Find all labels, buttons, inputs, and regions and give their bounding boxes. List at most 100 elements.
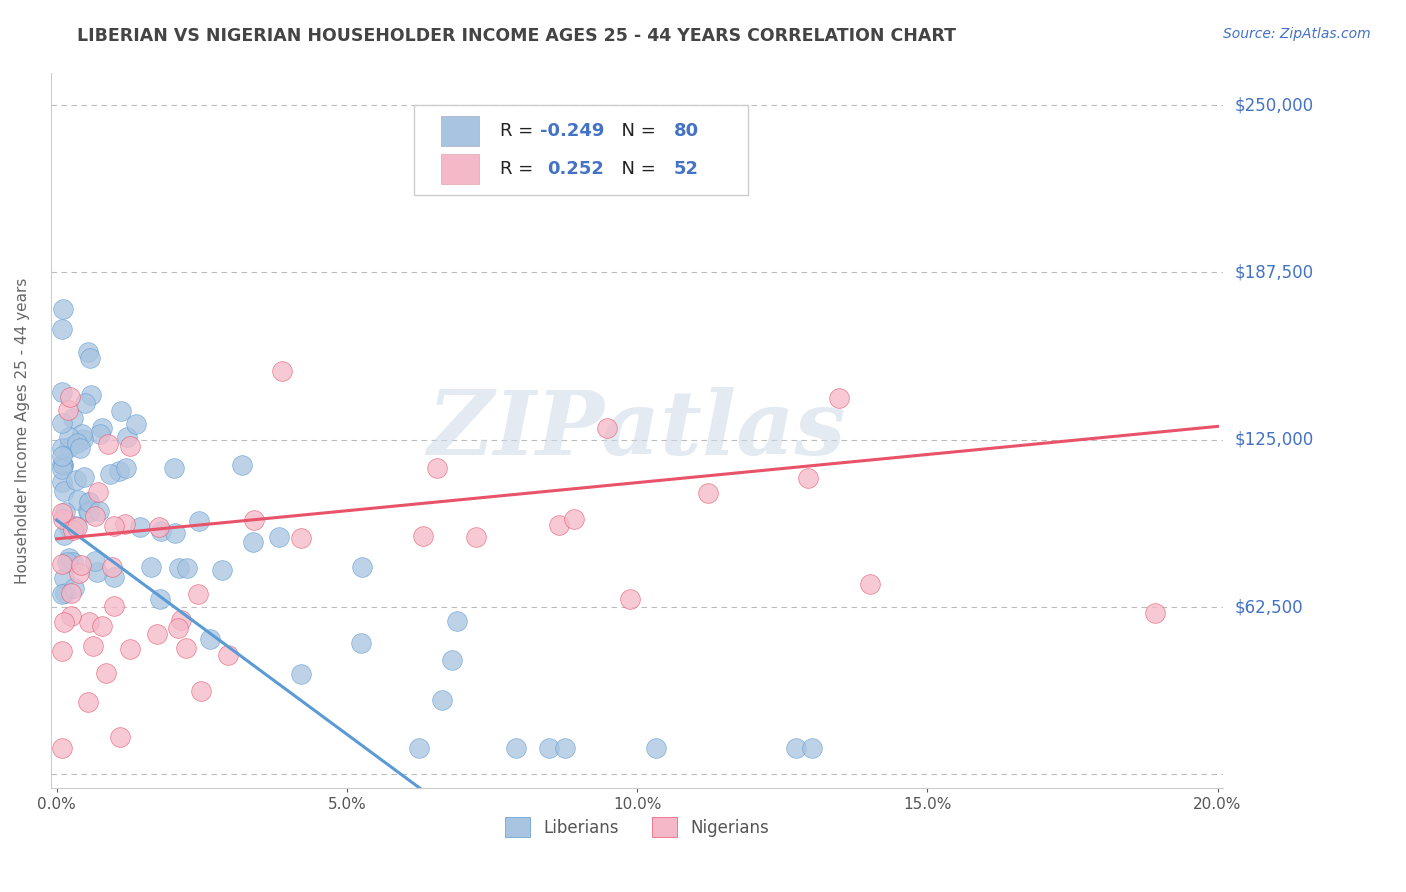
Text: $250,000: $250,000: [1234, 96, 1313, 114]
Point: [149, 591, 172, 606]
Point: [70, 558, 93, 573]
Point: [108, 730, 131, 744]
Text: LIBERIAN VS NIGERIAN HOUSEHOLDER INCOME AGES 25 - 44 YEARS CORRELATION CHART: LIBERIAN VS NIGERIAN HOUSEHOLDER INCOME …: [77, 27, 956, 45]
Point: [859, 576, 882, 591]
Point: [243, 513, 266, 527]
Point: [163, 525, 186, 540]
Point: [167, 621, 190, 635]
Point: [62, 555, 84, 569]
FancyBboxPatch shape: [441, 153, 479, 184]
Point: [290, 667, 312, 681]
Point: [163, 461, 186, 475]
Point: [80, 388, 103, 402]
Point: [82, 639, 104, 653]
Point: [77, 494, 100, 508]
Point: [69, 441, 91, 455]
Point: [170, 613, 193, 627]
Point: [62, 411, 84, 425]
Y-axis label: Householder Income Ages 25 - 44 years: Householder Income Ages 25 - 44 years: [15, 277, 30, 583]
Point: [103, 599, 125, 614]
Point: [52, 302, 75, 317]
Text: N =: N =: [610, 160, 662, 178]
Point: [52, 483, 75, 498]
Point: [53, 528, 76, 542]
Point: [110, 404, 132, 418]
Point: [51, 385, 73, 400]
Point: [77, 504, 100, 518]
Point: [65, 474, 87, 488]
Point: [350, 636, 373, 650]
Point: [87, 484, 110, 499]
Point: [52, 571, 75, 585]
Point: [89, 504, 111, 518]
Point: [1144, 606, 1167, 620]
Point: [146, 626, 169, 640]
Point: [595, 421, 617, 435]
Text: 52: 52: [673, 160, 699, 178]
Point: [350, 559, 373, 574]
Point: [77, 695, 100, 709]
Point: [97, 436, 120, 450]
Point: [51, 442, 73, 456]
Point: [70, 426, 93, 441]
Point: [114, 461, 136, 475]
Point: [51, 416, 73, 430]
Point: [426, 461, 449, 475]
Point: [77, 495, 100, 509]
Point: [505, 740, 527, 755]
Point: [446, 614, 468, 628]
Point: [52, 512, 75, 526]
Text: 80: 80: [673, 122, 699, 140]
Point: [129, 520, 152, 534]
Point: [103, 519, 125, 533]
Point: [51, 587, 73, 601]
Point: [53, 505, 76, 519]
Point: [96, 666, 118, 681]
Point: [58, 521, 80, 535]
Point: [697, 485, 720, 500]
Point: [441, 653, 464, 667]
Point: [91, 618, 114, 632]
Point: [75, 396, 97, 410]
Point: [430, 693, 453, 707]
Text: 0.252: 0.252: [547, 160, 603, 178]
Text: R =: R =: [501, 160, 544, 178]
Point: [51, 506, 73, 520]
Point: [84, 509, 107, 524]
Point: [554, 740, 576, 755]
Point: [89, 427, 111, 442]
Point: [59, 390, 82, 404]
Point: [66, 520, 89, 534]
Point: [408, 740, 430, 755]
Text: ZIPatlas: ZIPatlas: [429, 387, 846, 474]
Point: [645, 740, 668, 755]
Point: [58, 430, 80, 444]
Point: [58, 550, 80, 565]
Point: [103, 570, 125, 584]
Point: [115, 430, 138, 444]
FancyBboxPatch shape: [415, 105, 748, 194]
Point: [53, 585, 76, 599]
Point: [79, 351, 101, 365]
Legend: Liberians, Nigerians: Liberians, Nigerians: [498, 810, 776, 844]
Point: [51, 449, 73, 463]
Point: [86, 566, 108, 580]
Point: [51, 557, 73, 571]
Point: [51, 475, 73, 490]
Point: [51, 458, 73, 472]
Point: [51, 644, 73, 658]
FancyBboxPatch shape: [441, 116, 479, 146]
Point: [537, 740, 560, 755]
Point: [120, 641, 142, 656]
Point: [167, 561, 190, 575]
Point: [58, 440, 80, 454]
Point: [125, 417, 148, 432]
Text: -0.249: -0.249: [540, 122, 605, 140]
Point: [412, 529, 434, 543]
Text: $125,000: $125,000: [1234, 431, 1313, 449]
Point: [91, 421, 114, 435]
Point: [51, 458, 73, 472]
Point: [84, 554, 107, 568]
Point: [101, 560, 124, 574]
Point: [141, 560, 163, 574]
